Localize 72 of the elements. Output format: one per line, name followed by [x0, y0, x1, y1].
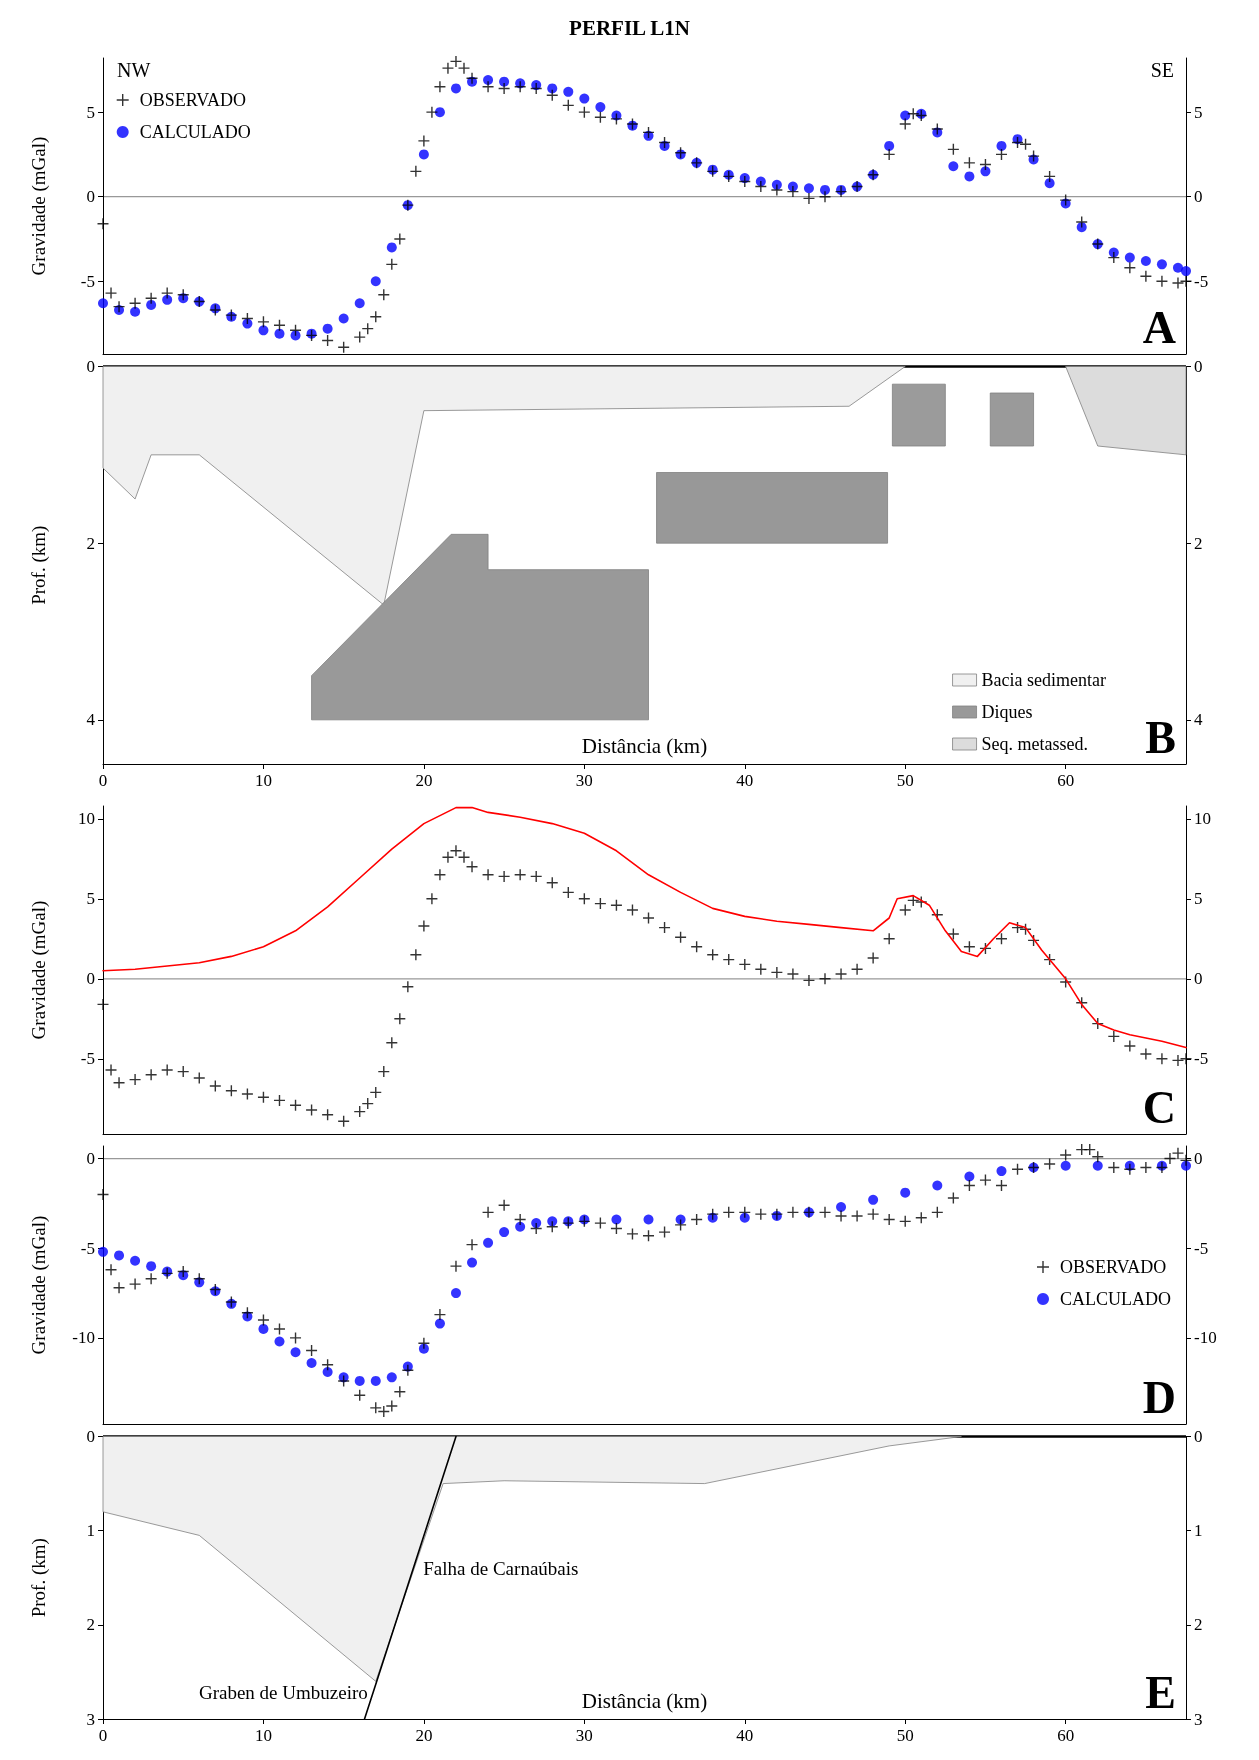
annotation: Graben de Umbuzeiro — [198, 1682, 368, 1704]
y2-tick-label: 2 — [1194, 1615, 1203, 1635]
x-tick-label: 20 — [415, 771, 433, 790]
y-tick-label: 10 — [78, 809, 95, 829]
y-tick-label: 0 — [86, 357, 95, 376]
annotation: E — [1145, 1666, 1176, 1718]
y-tick-label: 3 — [86, 1709, 95, 1729]
annotation: NW — [117, 59, 151, 81]
y2-tick-label: 5 — [1194, 889, 1203, 909]
y2-tick-label: 0 — [1194, 1427, 1203, 1446]
annotation: SE — [1150, 59, 1174, 81]
y2-tick-label: -5 — [1194, 1049, 1209, 1069]
x-tick-label: 60 — [1057, 771, 1075, 790]
y-axis-title: Gravidade (mGal) — [28, 900, 50, 1040]
x-tick-label: 40 — [736, 771, 754, 790]
y-axis-title: Gravidade (mGal) — [28, 136, 50, 276]
x-tick-label: 30 — [575, 771, 593, 790]
legend-label: Bacia sedimentar — [981, 670, 1107, 690]
y-axis-title: Prof. (km) — [28, 1538, 50, 1618]
y-tick-label: 0 — [86, 187, 95, 207]
y2-tick-label: 5 — [1194, 102, 1203, 122]
x-tick-label: 60 — [1057, 1726, 1075, 1745]
x-axis-title: Distância (km) — [581, 1688, 708, 1713]
x-tick-label: 10 — [254, 1726, 272, 1745]
x-tick-label: 50 — [896, 771, 914, 790]
legend-label: CALCULADO — [139, 122, 251, 142]
y-tick-label: 0 — [86, 1149, 95, 1169]
y-tick-label: 2 — [86, 533, 95, 553]
y-axis-title: Gravidade (mGal) — [28, 1215, 50, 1355]
y2-tick-label: 4 — [1194, 710, 1203, 730]
x-tick-label: 40 — [736, 1726, 754, 1745]
legend-label: OBSERVADO — [139, 90, 246, 110]
y-tick-label: 5 — [86, 889, 95, 909]
y-tick-label: -5 — [80, 271, 95, 291]
y-tick-label: 0 — [86, 969, 95, 989]
x-tick-label: 0 — [98, 1726, 108, 1745]
y2-tick-label: 3 — [1194, 1709, 1203, 1729]
y2-tick-label: -5 — [1194, 1238, 1209, 1258]
y-tick-label: 4 — [86, 710, 96, 730]
annotation: Falha de Carnaúbais — [423, 1557, 579, 1579]
annotation: B — [1145, 711, 1176, 763]
y2-tick-label: 0 — [1194, 187, 1203, 207]
y2-tick-label: 2 — [1194, 533, 1203, 553]
x-tick-label: 50 — [896, 1726, 914, 1745]
y-tick-label: 5 — [86, 102, 95, 122]
y-tick-label: 0 — [86, 1427, 95, 1446]
y2-tick-label: 0 — [1194, 969, 1203, 989]
y2-tick-label: -5 — [1194, 271, 1209, 291]
y2-tick-label: 1 — [1194, 1521, 1203, 1541]
y-axis-title: Prof. (km) — [28, 525, 50, 605]
x-tick-label: 30 — [575, 1726, 593, 1745]
y-tick-label: -5 — [80, 1049, 95, 1069]
x-tick-label: 10 — [254, 771, 272, 790]
y-tick-label: 1 — [86, 1521, 95, 1541]
legend-label: Diques — [981, 702, 1033, 722]
x-tick-label: 0 — [98, 771, 108, 790]
y-tick-label: 2 — [86, 1615, 95, 1635]
annotation: D — [1142, 1371, 1176, 1423]
legend-label: CALCULADO — [1060, 1289, 1171, 1309]
y2-tick-label: 10 — [1194, 809, 1211, 829]
chart-title: PERFIL L1N — [569, 15, 690, 40]
y-tick-label: -5 — [80, 1238, 95, 1258]
x-tick-label: 20 — [415, 1726, 433, 1745]
y2-tick-label: 0 — [1194, 357, 1203, 376]
annotation: C — [1142, 1081, 1176, 1133]
x-axis-title: Distância (km) — [581, 733, 708, 758]
y-tick-label: -10 — [72, 1328, 95, 1348]
legend-label: Seq. metassed. — [981, 734, 1089, 754]
annotation: A — [1142, 301, 1176, 353]
y2-tick-label: -10 — [1194, 1328, 1217, 1348]
y2-tick-label: 0 — [1194, 1149, 1203, 1169]
legend-label: OBSERVADO — [1060, 1257, 1167, 1277]
